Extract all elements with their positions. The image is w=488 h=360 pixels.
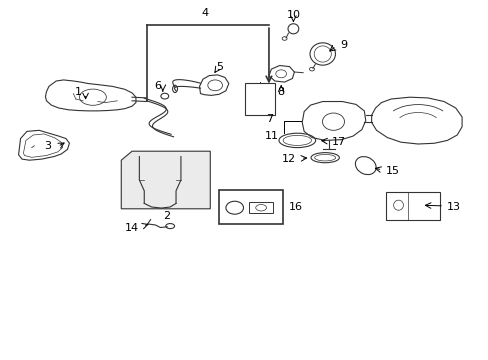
Text: 5: 5 [216,62,223,72]
Polygon shape [121,151,210,209]
Text: 4: 4 [202,8,208,18]
Text: 2: 2 [163,211,169,221]
Text: 8: 8 [277,87,284,97]
Text: 6: 6 [154,81,161,91]
Bar [249,202,272,213]
Text: 3: 3 [44,141,51,151]
Text: 12: 12 [281,154,295,164]
Bar [386,192,439,220]
Text: 15: 15 [385,166,399,176]
Text: 10: 10 [286,10,300,20]
Bar [245,83,274,115]
Text: 17: 17 [331,137,345,147]
Text: 9: 9 [339,40,346,50]
Text: 14: 14 [124,222,139,233]
Text: 1: 1 [75,87,81,97]
Bar [219,190,282,224]
Text: 16: 16 [288,202,302,212]
Text: 7: 7 [266,114,273,124]
Text: 13: 13 [446,202,460,212]
Text: 11: 11 [264,131,278,141]
